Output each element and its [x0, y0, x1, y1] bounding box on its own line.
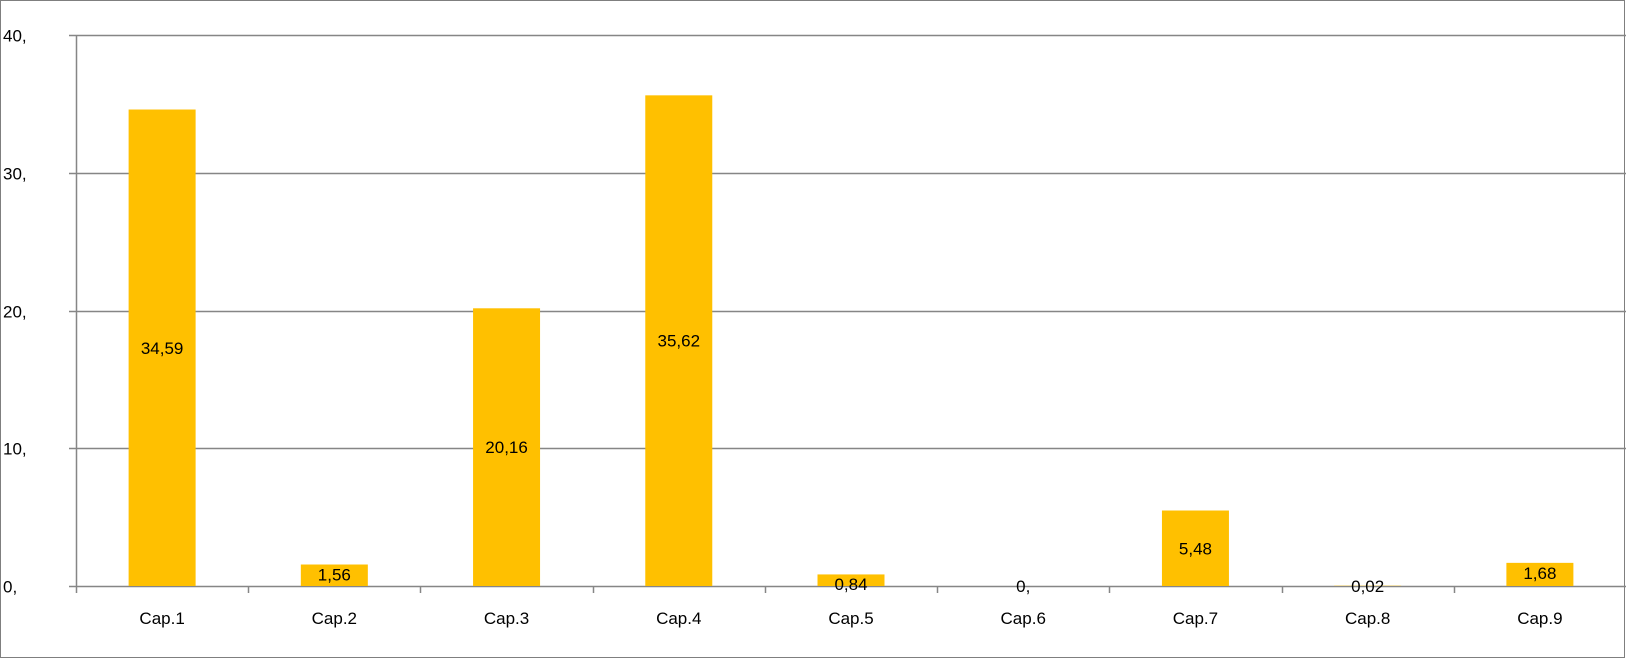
x-tick-label: Cap.7 [1173, 609, 1218, 628]
axes [69, 35, 1626, 593]
data-label: 5,48 [1179, 539, 1212, 558]
bar [473, 308, 541, 586]
y-tick-label: 0, [3, 578, 17, 597]
x-tick-label: Cap.5 [828, 609, 873, 628]
x-axis-tick-labels: Cap.1 Cap.2 Cap.3 Cap.4 Cap.5 Cap.6 Cap.7 Cap.8… [139, 609, 1562, 628]
y-tick-label: 30, [3, 165, 27, 184]
data-label: 1,68 [1523, 564, 1556, 583]
y-axis-tick-labels: 0, 10, 20, 30, 40, [3, 27, 27, 597]
bar [1161, 510, 1229, 586]
data-label: 35,62 [658, 332, 701, 351]
x-tick-label: Cap.6 [1001, 609, 1046, 628]
y-tick-label: 40, [3, 27, 27, 46]
data-labels: 34,59 1,56 20,16 35,62 0,84 0, 5,48 0,02 1,68 [141, 332, 1557, 596]
y-tick-label: 10, [3, 440, 27, 459]
y-tick-label: 20, [3, 303, 27, 322]
data-label: 0, [1016, 577, 1030, 596]
x-tick-label: Cap.2 [312, 609, 357, 628]
gridlines [69, 34, 1626, 450]
bar [128, 109, 196, 586]
bar [300, 564, 368, 586]
data-label: 0,02 [1351, 577, 1384, 596]
bar [1506, 562, 1574, 586]
bar [645, 95, 713, 586]
x-tick-label: Cap.1 [139, 609, 184, 628]
data-label: 0,84 [834, 575, 867, 594]
x-tick-label: Cap.4 [656, 609, 701, 628]
x-tick-label: Cap.3 [484, 609, 529, 628]
bars [128, 95, 1574, 586]
data-label: 1,56 [318, 566, 351, 585]
data-label: 20,16 [485, 438, 528, 457]
data-label: 34,59 [141, 339, 184, 358]
x-tick-label: Cap.8 [1345, 609, 1390, 628]
x-tick-label: Cap.9 [1517, 609, 1562, 628]
bar [817, 574, 885, 586]
